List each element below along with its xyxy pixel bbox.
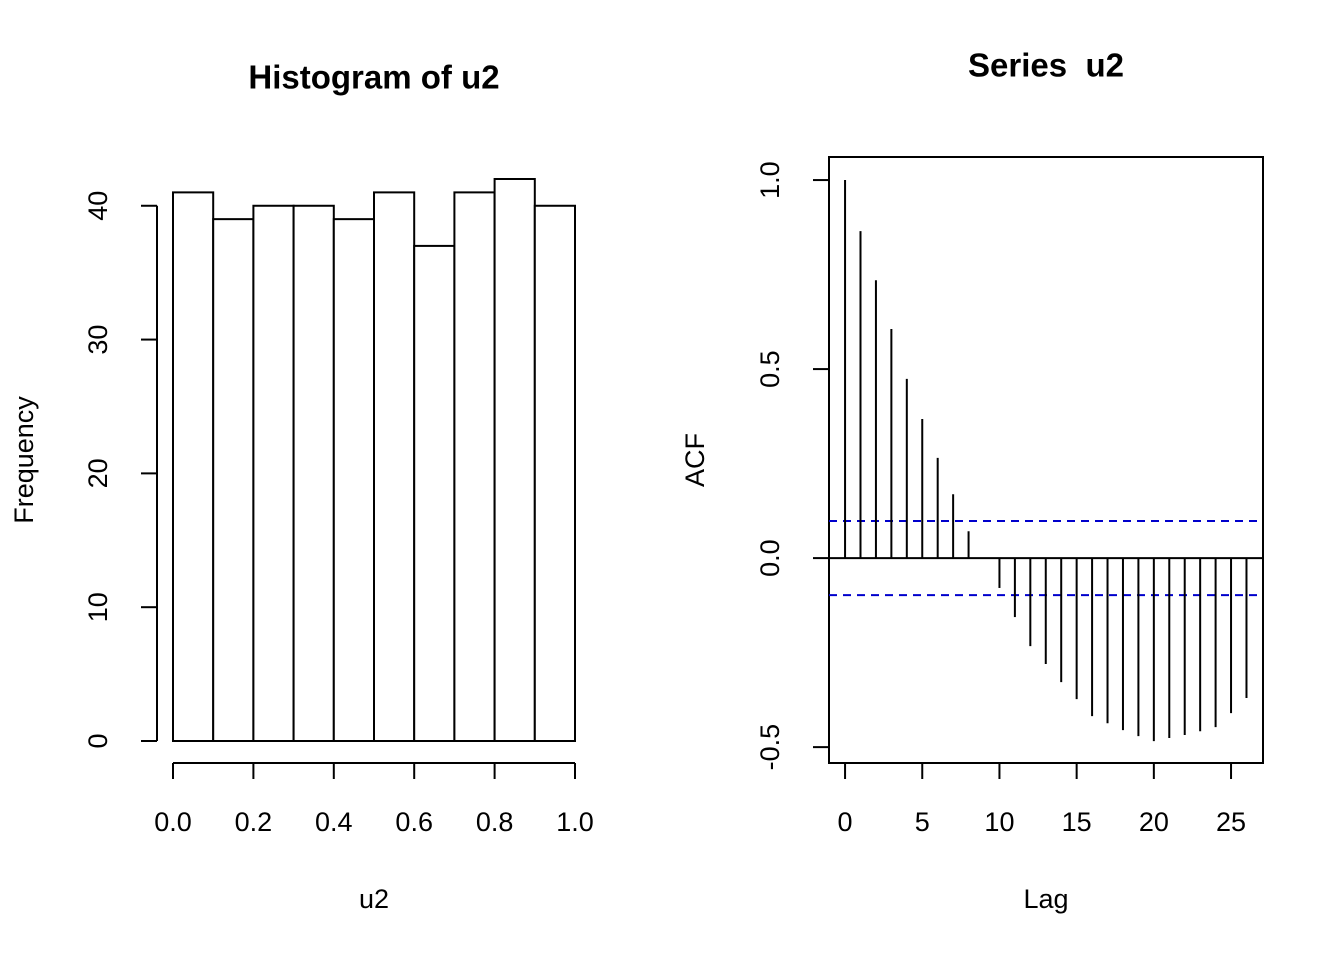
bar: [413, 244, 456, 742]
y-tick-label: 1.0: [755, 161, 785, 199]
x-tick-label: 0: [838, 807, 853, 837]
x-tick-label: 0.2: [235, 807, 273, 837]
bar: [212, 218, 255, 742]
x-axis-label: u2: [359, 884, 389, 914]
x-axis-label: Lag: [1023, 884, 1068, 914]
y-tick-label: 30: [83, 325, 113, 355]
y-tick-label: 40: [83, 191, 113, 221]
bar: [252, 204, 295, 742]
x-tick-label: 15: [1062, 807, 1092, 837]
bar: [453, 191, 496, 742]
x-tick-label: 1.0: [556, 807, 594, 837]
y-tick-label: 0.0: [755, 539, 785, 577]
x-tick-label: 10: [984, 807, 1014, 837]
chart-title: Histogram of u2: [248, 59, 499, 96]
x-tick-label: 20: [1139, 807, 1169, 837]
bar: [292, 204, 335, 742]
bar: [533, 204, 576, 742]
y-tick-label: 10: [83, 592, 113, 622]
y-axis-label: Frequency: [9, 396, 39, 524]
x-tick-label: 0.6: [395, 807, 433, 837]
x-tick-label: 0.0: [154, 807, 192, 837]
bar: [493, 178, 536, 742]
chart-title: Series u2: [968, 47, 1124, 84]
x-tick-label: 0.8: [476, 807, 514, 837]
bar: [373, 191, 416, 742]
x-tick-label: 0.4: [315, 807, 353, 837]
bar: [332, 218, 375, 742]
y-axis-label: ACF: [680, 433, 710, 487]
y-tick-label: -0.5: [755, 724, 785, 771]
y-tick-label: 0.5: [755, 350, 785, 388]
y-tick-label: 20: [83, 458, 113, 488]
x-tick-label: 5: [915, 807, 930, 837]
y-tick-label: 0: [83, 733, 113, 748]
x-tick-label: 25: [1216, 807, 1246, 837]
plot-frame: [828, 156, 1264, 764]
bar: [172, 191, 215, 742]
